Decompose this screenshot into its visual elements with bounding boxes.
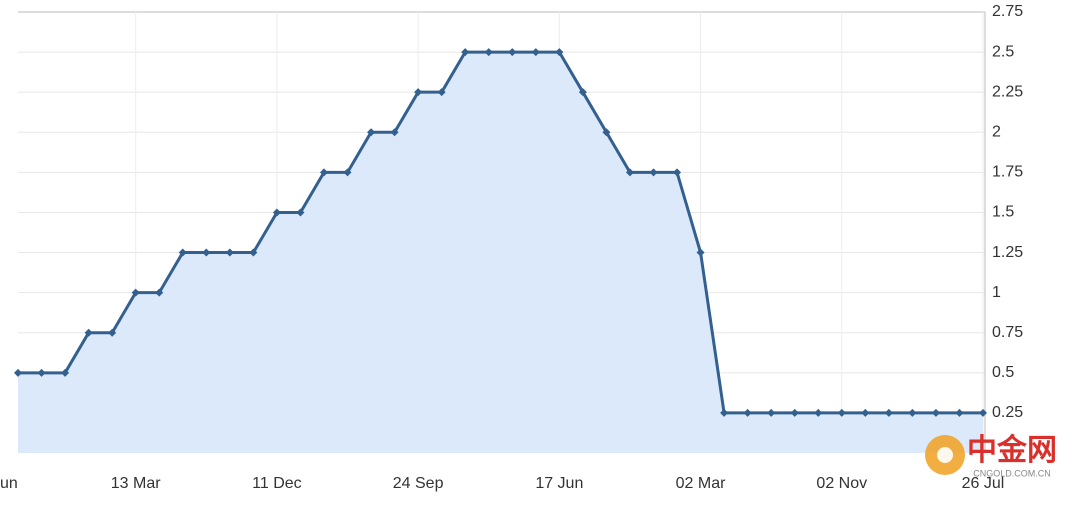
point-marker: [343, 168, 352, 177]
point-marker: [837, 408, 846, 417]
point-marker: [414, 88, 423, 97]
point-marker: [508, 48, 517, 57]
point-marker: [155, 288, 164, 297]
x-tick-label: 11 Dec: [252, 475, 302, 492]
point-marker: [84, 328, 93, 337]
x-tick-label: 17 Jun: [535, 475, 583, 492]
point-marker: [131, 288, 140, 297]
point-marker: [202, 248, 211, 257]
point-marker: [178, 248, 187, 257]
y-tick-label: 2: [992, 123, 1001, 140]
y-tick-label: 1.5: [992, 204, 1014, 221]
x-tick-label: 13 Mar: [111, 475, 161, 492]
y-tick-label: 0.5: [992, 364, 1014, 381]
point-marker: [884, 408, 893, 417]
point-marker: [319, 168, 328, 177]
point-marker: [461, 48, 470, 57]
point-marker: [720, 408, 729, 417]
point-marker: [390, 128, 399, 137]
point-marker: [296, 208, 305, 217]
point-marker: [767, 408, 776, 417]
point-marker: [14, 368, 22, 377]
point-marker: [61, 368, 70, 377]
y-tick-label: 0.25: [992, 404, 1023, 421]
point-marker: [484, 48, 493, 57]
y-tick-label: 2.75: [992, 3, 1023, 20]
point-marker: [249, 248, 258, 257]
y-tick-label: 0.75: [992, 324, 1023, 341]
point-marker: [861, 408, 870, 417]
watermark-logo-inner: [937, 447, 953, 463]
point-marker: [37, 368, 46, 377]
point-marker: [955, 408, 964, 417]
point-marker: [673, 168, 682, 177]
point-marker: [225, 248, 234, 257]
y-tick-label: 2.5: [992, 43, 1014, 60]
point-marker: [625, 168, 634, 177]
point-marker: [272, 208, 281, 217]
point-marker: [602, 128, 611, 137]
point-marker: [108, 328, 117, 337]
y-tick-label: 1: [992, 284, 1001, 301]
x-tick-label: un: [0, 475, 18, 492]
point-marker: [649, 168, 658, 177]
watermark-title: 中金网: [967, 433, 1057, 467]
x-tick-label: 02 Nov: [816, 475, 867, 492]
x-tick-label: 24 Sep: [393, 475, 444, 492]
point-marker: [555, 48, 564, 57]
point-marker: [790, 408, 799, 417]
point-marker: [979, 408, 987, 417]
x-tick-label: 02 Mar: [676, 475, 726, 492]
point-marker: [696, 248, 705, 257]
point-marker: [743, 408, 752, 417]
point-marker: [908, 408, 917, 417]
y-tick-label: 1.25: [992, 244, 1023, 261]
point-marker: [437, 88, 446, 97]
y-tick-label: 2.25: [992, 83, 1023, 100]
x-tick-label: 26 Jul: [962, 475, 1005, 492]
point-marker: [578, 88, 587, 97]
point-marker: [531, 48, 540, 57]
point-marker: [814, 408, 823, 417]
point-marker: [931, 408, 940, 417]
watermark-url: CNGOLD.COM.CN: [973, 468, 1051, 478]
y-tick-label: 1.75: [992, 164, 1023, 181]
area: [18, 52, 983, 453]
point-marker: [367, 128, 376, 137]
